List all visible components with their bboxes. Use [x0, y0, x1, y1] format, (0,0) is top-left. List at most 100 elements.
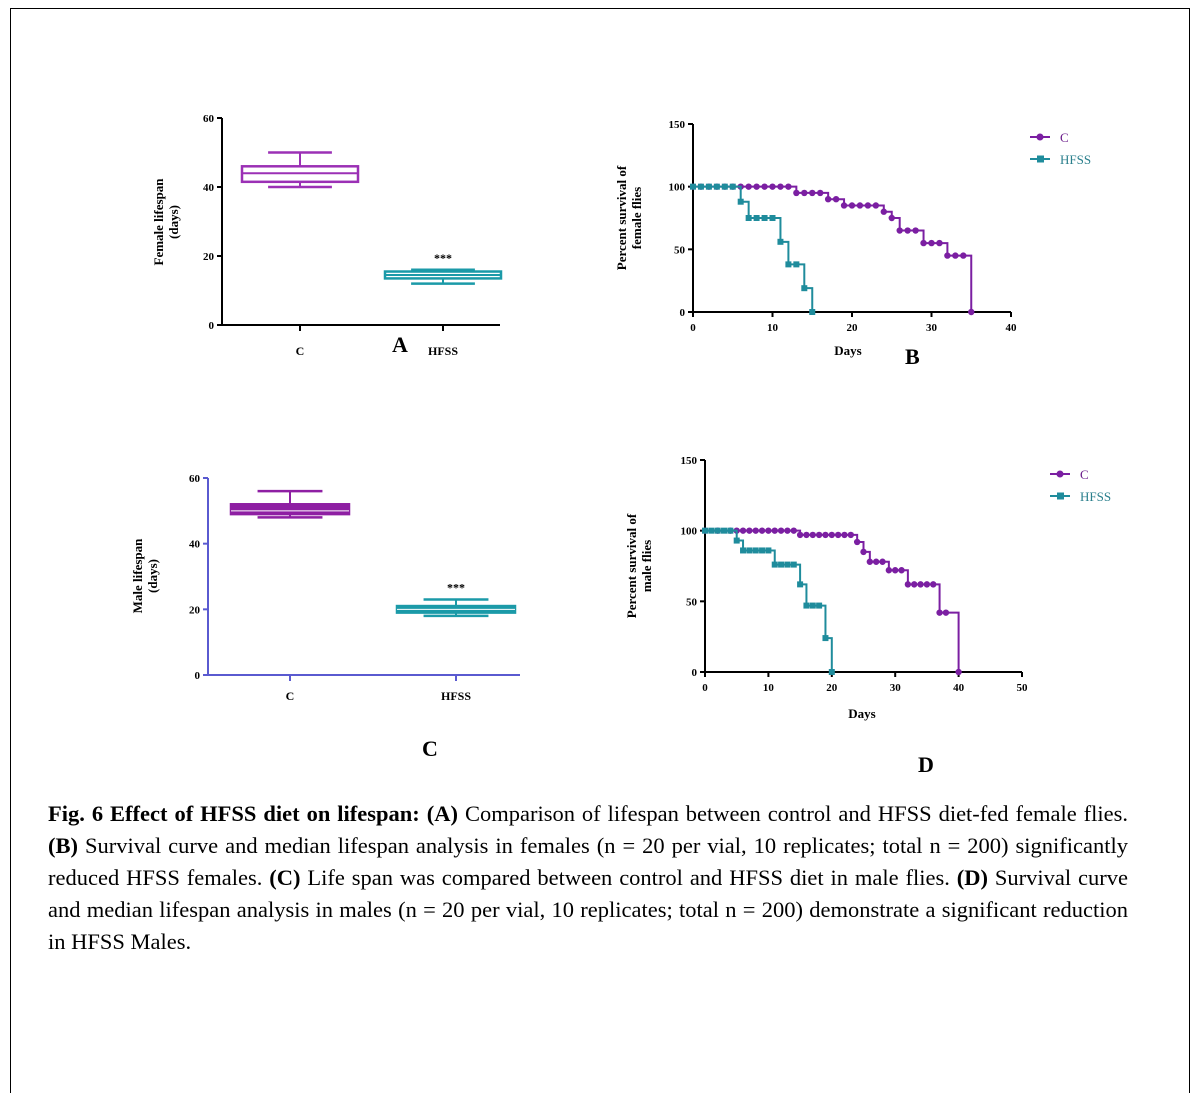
y-tick-label: 60	[203, 113, 215, 125]
y-tick-label: 20	[203, 251, 215, 263]
legend-label: HFSS	[1080, 489, 1111, 504]
data-point	[739, 527, 747, 534]
y-axis-label: Percent survival of female flies	[614, 165, 644, 270]
data-point	[690, 183, 696, 190]
y-axis-label-line: Male lifespan	[130, 538, 145, 614]
series-line-hfss	[693, 185, 814, 312]
data-point	[797, 581, 804, 588]
data-point	[885, 567, 893, 574]
data-point	[898, 567, 905, 574]
data-point	[752, 527, 759, 534]
box-iqr	[229, 503, 351, 516]
y-axis-label-line: Percent survival of	[614, 165, 629, 270]
y-tick-label: 0	[692, 667, 698, 679]
caption-c-text: Life span was compared between control a…	[300, 865, 957, 890]
caption-lead: Fig. 6 Effect of HFSS diet on lifespan:	[48, 801, 420, 826]
caption-d-text: Survival curve and median lifespan analy…	[48, 865, 1128, 954]
y-axis-label-line: male flies	[639, 540, 654, 592]
data-point	[803, 602, 810, 609]
data-point	[801, 189, 808, 197]
data-point	[753, 183, 760, 190]
data-point	[880, 208, 887, 215]
data-point	[721, 183, 728, 190]
y-axis-label: Male lifespan (days)	[130, 538, 160, 614]
data-point	[769, 215, 776, 221]
data-point	[758, 527, 766, 534]
data-point	[809, 309, 816, 315]
figure-frame	[10, 8, 1190, 1093]
data-point	[853, 538, 861, 546]
data-point	[809, 531, 816, 539]
x-tick-label: 0	[690, 322, 696, 334]
data-point	[785, 183, 792, 190]
legend-label: C	[1060, 130, 1069, 145]
data-point	[737, 198, 744, 205]
data-point	[746, 527, 753, 534]
data-point	[864, 202, 872, 209]
data-point	[840, 202, 848, 209]
data-point	[944, 252, 951, 259]
legend-marker	[1037, 155, 1044, 163]
data-point	[930, 581, 937, 588]
data-point	[960, 252, 967, 259]
x-tick-label: HFSS	[441, 689, 471, 703]
data-point	[777, 183, 784, 190]
data-point	[904, 227, 911, 234]
x-tick-label: 50	[1017, 682, 1029, 694]
x-tick-label: 10	[763, 682, 775, 694]
x-axis-label: Days	[834, 343, 861, 358]
data-point	[923, 581, 931, 588]
data-point	[803, 531, 810, 539]
data-point	[911, 581, 918, 588]
caption-b-text: Survival curve and median lifespan analy…	[48, 833, 1128, 890]
data-point	[824, 196, 832, 203]
panel-label-b: B	[905, 344, 920, 369]
data-point	[888, 214, 895, 222]
y-tick-label: 0	[209, 320, 215, 332]
data-point	[834, 531, 842, 539]
data-point	[708, 527, 715, 534]
y-tick-label: 20	[189, 604, 201, 616]
series-line-c	[693, 185, 973, 312]
x-tick-label: C	[286, 689, 295, 703]
caption-a-text: Comparison of lifespan between control a…	[458, 801, 1129, 826]
caption-c-label: (C)	[269, 865, 301, 890]
caption-a-label: (A)	[426, 801, 458, 826]
data-point	[785, 261, 792, 268]
data-point	[793, 189, 800, 197]
data-point	[784, 561, 791, 568]
data-point	[721, 527, 728, 534]
data-point	[793, 261, 800, 268]
data-point	[856, 202, 864, 209]
data-point	[752, 547, 759, 554]
y-tick-label: 0	[195, 670, 201, 682]
data-point	[790, 527, 797, 534]
legend-marker	[1036, 133, 1044, 141]
significance-annotation: ***	[434, 251, 452, 265]
data-point	[920, 239, 927, 247]
x-tick-label: 30	[890, 682, 902, 694]
data-point	[697, 183, 704, 190]
data-point	[801, 285, 808, 292]
data-point	[942, 609, 950, 616]
data-point	[828, 669, 835, 675]
y-tick-label: 150	[681, 455, 698, 467]
data-point	[848, 202, 856, 209]
data-point	[847, 531, 855, 539]
data-point	[912, 227, 919, 234]
panel-label-c: C	[422, 736, 438, 761]
data-point	[753, 215, 760, 221]
data-point	[955, 668, 962, 676]
data-point	[745, 215, 752, 221]
significance-annotation: ***	[447, 580, 465, 594]
data-point	[761, 215, 768, 221]
data-point	[904, 581, 912, 588]
x-tick-label: C	[296, 344, 305, 358]
x-tick-label: 20	[826, 682, 838, 694]
panel-label-a: A	[392, 332, 408, 357]
y-tick-label: 150	[669, 119, 686, 131]
y-axis-label-line: (days)	[166, 205, 181, 239]
data-point	[746, 547, 753, 554]
data-point	[761, 183, 768, 190]
